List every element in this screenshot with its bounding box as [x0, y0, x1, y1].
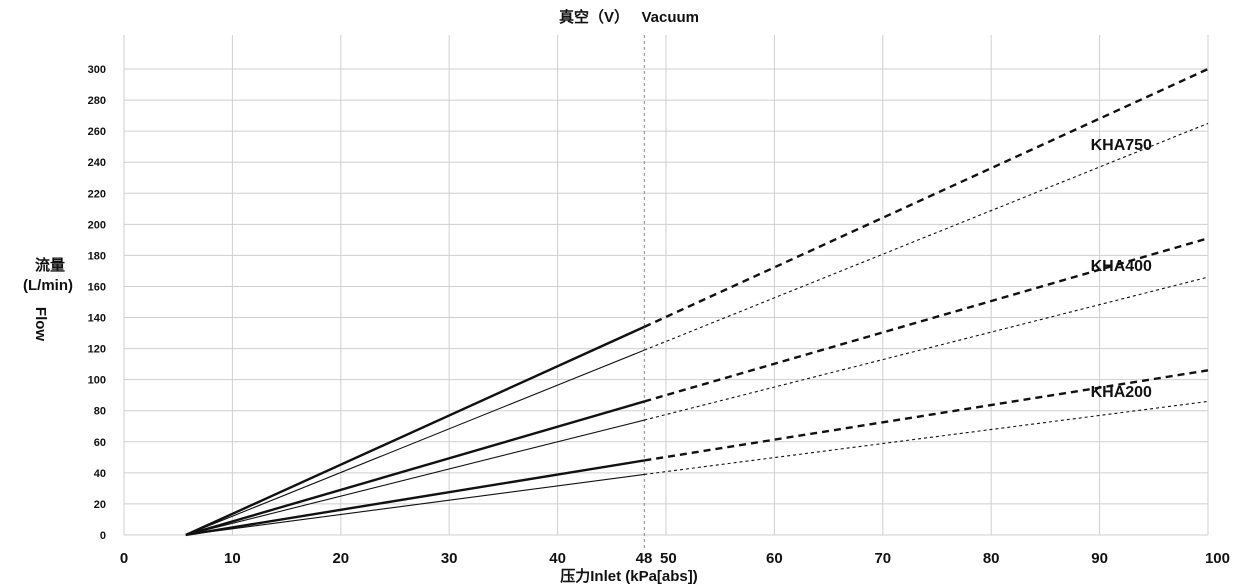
series-group: [185, 67, 1209, 537]
y-tick-label: 220: [88, 188, 106, 200]
y-tick-label: 300: [88, 64, 106, 76]
series-kha200-thick: [185, 369, 1209, 537]
series-kha400-thin: [185, 276, 1209, 536]
y-tick-label: 60: [94, 437, 106, 449]
series-line-dashed: [644, 400, 1209, 475]
x-tick-label: 100: [1205, 550, 1230, 567]
series-kha200-thin: [185, 400, 1209, 536]
y-axis-label-cn: 流量: [35, 256, 65, 274]
x-tick-label: 0: [120, 550, 128, 567]
series-line-solid: [185, 459, 645, 537]
series-kha750-thick: [185, 67, 1209, 537]
x-tick-label: 70: [874, 550, 891, 567]
series-line-solid: [185, 419, 645, 536]
y-tick-label: 100: [88, 375, 106, 387]
y-tick-label: 0: [100, 530, 106, 542]
series-label: KHA750: [1091, 137, 1152, 154]
x-tick-label: 30: [441, 550, 458, 567]
x-tick-label: 90: [1091, 550, 1108, 567]
grid: [123, 35, 1209, 536]
y-axis-ticks: 0 20 40 60 80 100 120 140 160 180 200 220 240 260 280 3…: [88, 64, 106, 542]
series-line-solid: [185, 400, 645, 537]
series-kha750-thin: [185, 122, 1209, 536]
series-line-solid: [185, 349, 645, 536]
y-tick-label: 40: [94, 468, 106, 480]
y-tick-label: 200: [88, 219, 106, 231]
y-tick-label: 140: [88, 313, 106, 325]
series-line-dashed: [643, 67, 1209, 328]
y-tick-label: 80: [94, 406, 106, 418]
chart-title: 真空（V） Vacuum: [559, 8, 699, 26]
x-tick-label: 40: [549, 550, 566, 567]
x-tick-label: 48: [636, 550, 653, 567]
y-axis-label-en: Flow: [32, 307, 49, 341]
series-line-solid: [185, 325, 645, 537]
series-kha400-thick: [185, 237, 1209, 537]
series-label: KHA200: [1091, 384, 1152, 401]
x-tick-label: 20: [332, 550, 349, 567]
x-tick-label: 10: [224, 550, 241, 567]
series-annotations: KHA750 KHA400 KHA200: [1091, 137, 1152, 401]
x-tick-label: 80: [983, 550, 1000, 567]
x-axis-label: 压力Inlet (kPa[abs]): [560, 567, 698, 585]
series-label: KHA400: [1091, 258, 1152, 275]
y-axis-label-unit: (L/min): [23, 277, 73, 294]
series-line-dashed: [644, 122, 1209, 351]
x-tick-label: 50: [660, 550, 677, 567]
y-tick-label: 180: [88, 250, 106, 262]
series-line-solid: [185, 473, 645, 536]
y-tick-label: 280: [88, 95, 106, 107]
series-line-dashed: [643, 237, 1209, 403]
y-tick-label: 240: [88, 157, 106, 169]
y-tick-label: 160: [88, 281, 106, 293]
y-tick-label: 20: [94, 499, 106, 511]
x-tick-label: 60: [766, 550, 783, 567]
series-line-dashed: [644, 276, 1209, 421]
y-tick-label: 120: [88, 344, 106, 356]
y-tick-label: 260: [88, 126, 106, 138]
x-axis-ticks: 0 10 20 30 40 48 50 60 70 80 90 100: [120, 550, 1230, 567]
